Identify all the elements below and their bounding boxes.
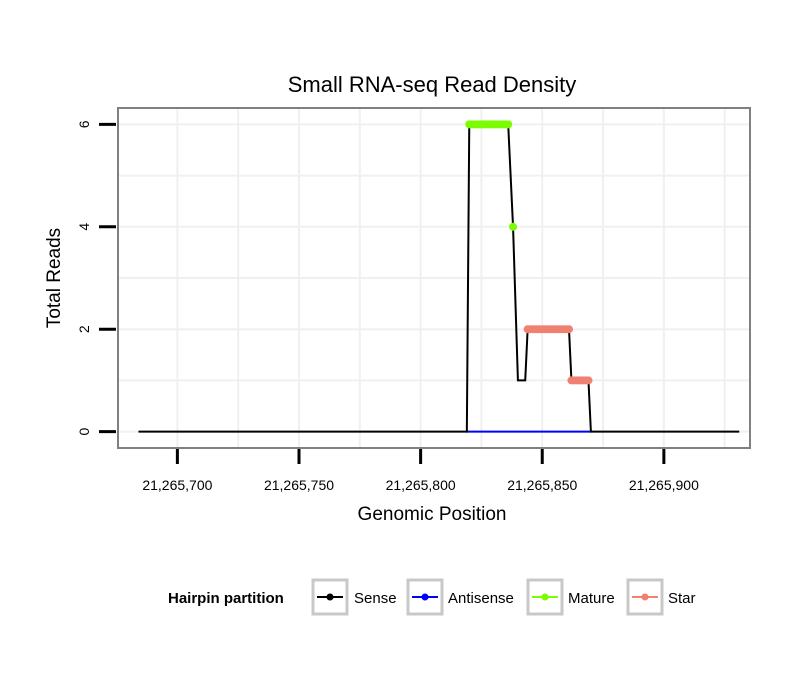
x-tick-label: 21,265,700 bbox=[142, 477, 212, 493]
legend-label-antisense: Antisense bbox=[448, 590, 514, 607]
y-axis: 0 2 4 6 bbox=[76, 120, 116, 436]
x-tick-label: 21,265,850 bbox=[507, 477, 577, 493]
legend-title: Hairpin partition bbox=[168, 590, 284, 607]
mature-point bbox=[504, 120, 513, 129]
x-tick-label: 21,265,750 bbox=[264, 477, 334, 493]
series-layer bbox=[138, 120, 740, 433]
chart-title: Small RNA-seq Read Density bbox=[288, 72, 577, 97]
legend-dot-sense bbox=[326, 593, 334, 601]
y-tick-label: 2 bbox=[76, 325, 92, 333]
grid bbox=[119, 109, 749, 447]
y-axis-title: Total Reads bbox=[44, 228, 65, 328]
y-tick-label: 6 bbox=[76, 120, 92, 128]
x-tick-label: 21,265,900 bbox=[629, 477, 699, 493]
star-point bbox=[565, 325, 573, 334]
star-point bbox=[584, 376, 593, 385]
y-tick-label: 4 bbox=[76, 223, 92, 231]
legend: Hairpin partition Sense Antisense Mature St… bbox=[168, 578, 696, 616]
x-axis-title: Genomic Position bbox=[358, 504, 507, 525]
legend-label-mature: Mature bbox=[568, 590, 615, 607]
x-axis: 21,265,700 21,265,750 21,265,800 21,265,850… bbox=[142, 449, 699, 493]
legend-label-star: Star bbox=[668, 590, 696, 607]
legend-dot-star bbox=[641, 593, 649, 601]
legend-dot-antisense bbox=[421, 593, 429, 601]
legend-label-sense: Sense bbox=[354, 590, 397, 607]
legend-dot-mature bbox=[541, 593, 549, 601]
y-tick-label: 0 bbox=[76, 428, 92, 436]
x-tick-label: 21,265,800 bbox=[386, 477, 456, 493]
mature-point bbox=[509, 222, 518, 231]
